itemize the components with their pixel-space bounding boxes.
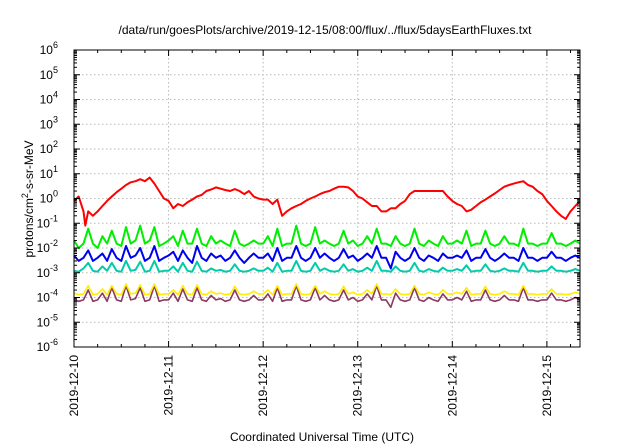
- y-tick-exponent: 5: [53, 65, 58, 75]
- y-tick-exponent: -1: [50, 213, 58, 223]
- y-tick-exponent: -4: [50, 288, 58, 298]
- y-tick-exponent: 0: [53, 189, 58, 199]
- y-tick-base: 10: [37, 241, 51, 255]
- series-line: [73, 245, 581, 270]
- y-axis-ticks: 10-610-510-410-310-210-11001011021031041…: [37, 40, 580, 354]
- x-tick-label: 2019-12-14: [445, 355, 459, 417]
- y-tick-label: 10-4: [37, 288, 58, 305]
- y-tick-base: 10: [40, 117, 54, 131]
- y-axis-label: protons/cm2-s-sr-MeV: [20, 140, 36, 257]
- y-axis-label-base: protons/cm: [22, 198, 36, 257]
- y-tick-exponent: -5: [50, 312, 58, 322]
- grid-layer: [74, 50, 580, 347]
- y-tick-exponent: -2: [50, 238, 58, 248]
- x-tick-label: 2019-12-10: [67, 355, 81, 417]
- y-tick-base: 10: [37, 291, 51, 305]
- series-line: [73, 259, 581, 273]
- y-tick-exponent: 6: [53, 40, 58, 50]
- y-tick-label: 104: [40, 90, 58, 107]
- y-tick-exponent: -3: [50, 263, 58, 273]
- y-axis-label-sup: 2: [20, 193, 30, 198]
- y-tick-base: 10: [37, 216, 51, 230]
- y-tick-base: 10: [40, 167, 54, 181]
- series-line: [73, 283, 581, 296]
- y-tick-base: 10: [40, 43, 54, 57]
- y-tick-label: 105: [40, 65, 58, 82]
- y-tick-exponent: 1: [53, 164, 58, 174]
- y-tick-base: 10: [37, 340, 51, 354]
- y-tick-base: 10: [40, 68, 54, 82]
- x-tick-label: 2019-12-13: [351, 355, 365, 417]
- series-layer: [73, 176, 581, 309]
- y-tick-base: 10: [37, 315, 51, 329]
- y-tick-label: 101: [40, 164, 58, 181]
- y-tick-label: 10-2: [37, 238, 58, 255]
- y-tick-base: 10: [40, 142, 54, 156]
- y-tick-exponent: 4: [53, 90, 58, 100]
- y-tick-label: 102: [40, 139, 58, 156]
- y-tick-exponent: -6: [50, 337, 58, 347]
- x-axis-label: Coordinated Universal Time (UTC): [230, 430, 414, 444]
- y-tick-base: 10: [40, 93, 54, 107]
- y-tick-base: 10: [40, 192, 54, 206]
- y-tick-label: 103: [40, 114, 58, 131]
- y-tick-label: 10-6: [37, 337, 58, 354]
- y-tick-base: 10: [37, 266, 51, 280]
- x-tick-label: 2019-12-11: [162, 355, 176, 416]
- chart-title: /data/run/goesPlots/archive/2019-12-15/0…: [119, 23, 533, 37]
- series-line: [73, 176, 581, 227]
- y-tick-label: 100: [40, 189, 58, 206]
- y-tick-label: 10-3: [37, 263, 58, 280]
- x-axis-ticks: 2019-12-10 2019-12-11 2019-12-12 2019-12-13…: [67, 50, 572, 417]
- x-tick-label: 2019-12-15: [540, 355, 554, 417]
- y-tick-exponent: 2: [53, 139, 58, 149]
- y-tick-label: 10-5: [37, 312, 58, 329]
- x-tick-label: 2019-12-12: [256, 355, 270, 417]
- y-tick-label: 10-1: [37, 213, 58, 230]
- y-tick-exponent: 3: [53, 114, 58, 124]
- series-line: [73, 224, 581, 249]
- y-tick-label: 106: [40, 40, 58, 57]
- series-line: [73, 284, 581, 309]
- y-axis-label-rest: -s-sr-MeV: [22, 140, 36, 193]
